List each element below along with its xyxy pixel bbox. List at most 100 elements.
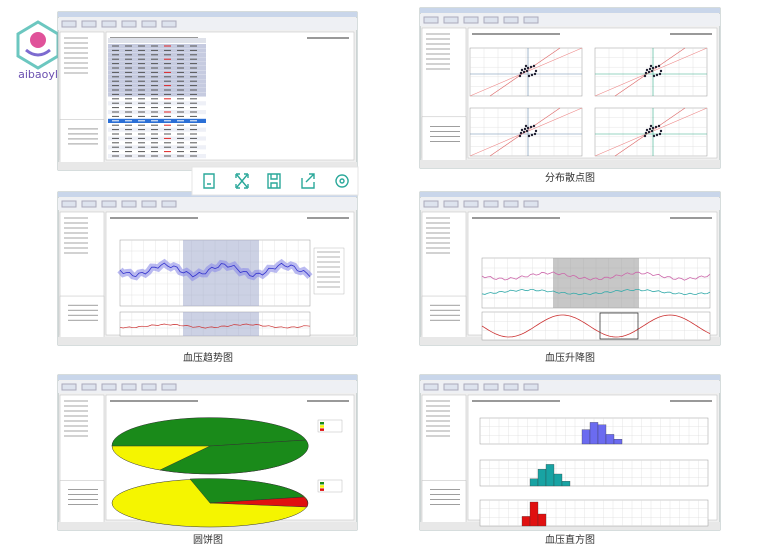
toolbar-button bbox=[523, 16, 539, 24]
scatter-point bbox=[524, 124, 528, 128]
toolbar-button bbox=[423, 16, 439, 24]
toolbar-button bbox=[443, 16, 459, 24]
scatter-point bbox=[644, 131, 648, 135]
toolbar-icon[interactable] bbox=[267, 173, 281, 189]
scatter-point bbox=[652, 74, 656, 78]
logo: aibaoyl bbox=[16, 20, 60, 81]
toolbar-button bbox=[483, 383, 499, 391]
systolic-line bbox=[481, 271, 711, 281]
scatter-point bbox=[519, 131, 523, 135]
toolbar-button bbox=[423, 200, 439, 208]
logo-text: aibaoyl bbox=[18, 68, 58, 81]
toolbar-button bbox=[161, 200, 177, 208]
toolbar-button bbox=[463, 383, 479, 391]
toolbar-panel bbox=[191, 166, 359, 196]
app-window bbox=[57, 191, 358, 346]
toolbar-button bbox=[161, 20, 177, 28]
scatter-point bbox=[532, 64, 536, 68]
scatter-point bbox=[650, 69, 654, 73]
status-bar bbox=[58, 337, 357, 345]
caption: 血压趋势图 bbox=[183, 351, 233, 364]
table-header bbox=[108, 38, 206, 43]
legend-swatch bbox=[320, 422, 324, 425]
scatter-point bbox=[518, 134, 522, 138]
histogram-bar bbox=[537, 469, 547, 487]
logo-dot bbox=[30, 32, 46, 48]
scatter-point bbox=[648, 127, 652, 131]
toolbar-icon[interactable] bbox=[335, 174, 349, 188]
toolbar-button bbox=[523, 383, 539, 391]
toolbar-button bbox=[483, 200, 499, 208]
scatter-point bbox=[520, 68, 524, 72]
status-bar bbox=[420, 337, 720, 345]
scatter-point bbox=[657, 64, 661, 68]
scatter-point bbox=[654, 65, 658, 69]
toolbar-button bbox=[423, 383, 439, 391]
legend-swatch bbox=[320, 482, 324, 485]
toolbar-icon[interactable] bbox=[301, 173, 315, 189]
legend-swatch bbox=[320, 428, 324, 431]
toolbar-button bbox=[61, 200, 77, 208]
sidebar-lower bbox=[59, 480, 105, 525]
toolbar-button bbox=[483, 16, 499, 24]
heart-rate-line bbox=[119, 323, 311, 329]
toolbar-button bbox=[141, 200, 157, 208]
scatter-point bbox=[522, 70, 526, 74]
reference-line bbox=[469, 47, 583, 97]
toolbar-icon[interactable] bbox=[203, 173, 215, 189]
toolbar-button bbox=[141, 383, 157, 391]
toolbar-icon[interactable] bbox=[235, 173, 249, 189]
sidebar-lower bbox=[59, 295, 105, 340]
histogram-bar bbox=[545, 464, 555, 487]
main-area bbox=[467, 394, 718, 521]
toolbar-button bbox=[81, 383, 97, 391]
toolbar-button bbox=[101, 383, 117, 391]
histogram-bar bbox=[613, 439, 623, 445]
scatter-point bbox=[645, 128, 649, 132]
scatter-point bbox=[527, 74, 531, 78]
scatter-point bbox=[518, 74, 522, 78]
scatter-point bbox=[522, 130, 526, 134]
scatter-point bbox=[525, 129, 529, 133]
histogram-bar bbox=[529, 478, 539, 487]
legend-box bbox=[313, 247, 345, 295]
scatter-point bbox=[523, 67, 527, 71]
caption: 分布散点图 bbox=[545, 171, 595, 184]
legend-swatch bbox=[320, 425, 324, 428]
sidebar-lower bbox=[421, 480, 467, 525]
app-window bbox=[57, 374, 358, 531]
toolbar-button bbox=[81, 200, 97, 208]
toolbar-button bbox=[463, 16, 479, 24]
toolbar-button bbox=[141, 20, 157, 28]
variation-line bbox=[481, 314, 711, 338]
scatter-point bbox=[645, 68, 649, 72]
scatter-point bbox=[651, 66, 655, 70]
scatter-point bbox=[530, 73, 534, 77]
toolbar-button bbox=[503, 383, 519, 391]
histogram-bar bbox=[597, 424, 607, 445]
scatter-point bbox=[533, 132, 537, 136]
toolbar-button bbox=[81, 20, 97, 28]
sidebar-lower bbox=[59, 119, 105, 164]
scatter-point bbox=[658, 132, 662, 136]
scatter-point bbox=[519, 71, 523, 75]
highlight-band bbox=[553, 258, 639, 308]
scatter-point bbox=[527, 134, 531, 138]
title-bar bbox=[58, 12, 357, 17]
scatter-point bbox=[643, 74, 647, 78]
legend-swatch bbox=[320, 485, 324, 488]
scatter-point bbox=[523, 127, 527, 131]
toolbar-button bbox=[61, 20, 77, 28]
scatter-point bbox=[655, 133, 659, 137]
app-window bbox=[419, 374, 721, 531]
scatter-point bbox=[530, 133, 534, 137]
scatter-point bbox=[658, 72, 662, 76]
toolbar-button bbox=[503, 200, 519, 208]
scatter-point bbox=[520, 128, 524, 132]
histogram-bar bbox=[605, 434, 615, 445]
histogram-bar bbox=[553, 473, 563, 487]
scatter-point bbox=[650, 129, 654, 133]
scatter-point bbox=[526, 126, 530, 130]
